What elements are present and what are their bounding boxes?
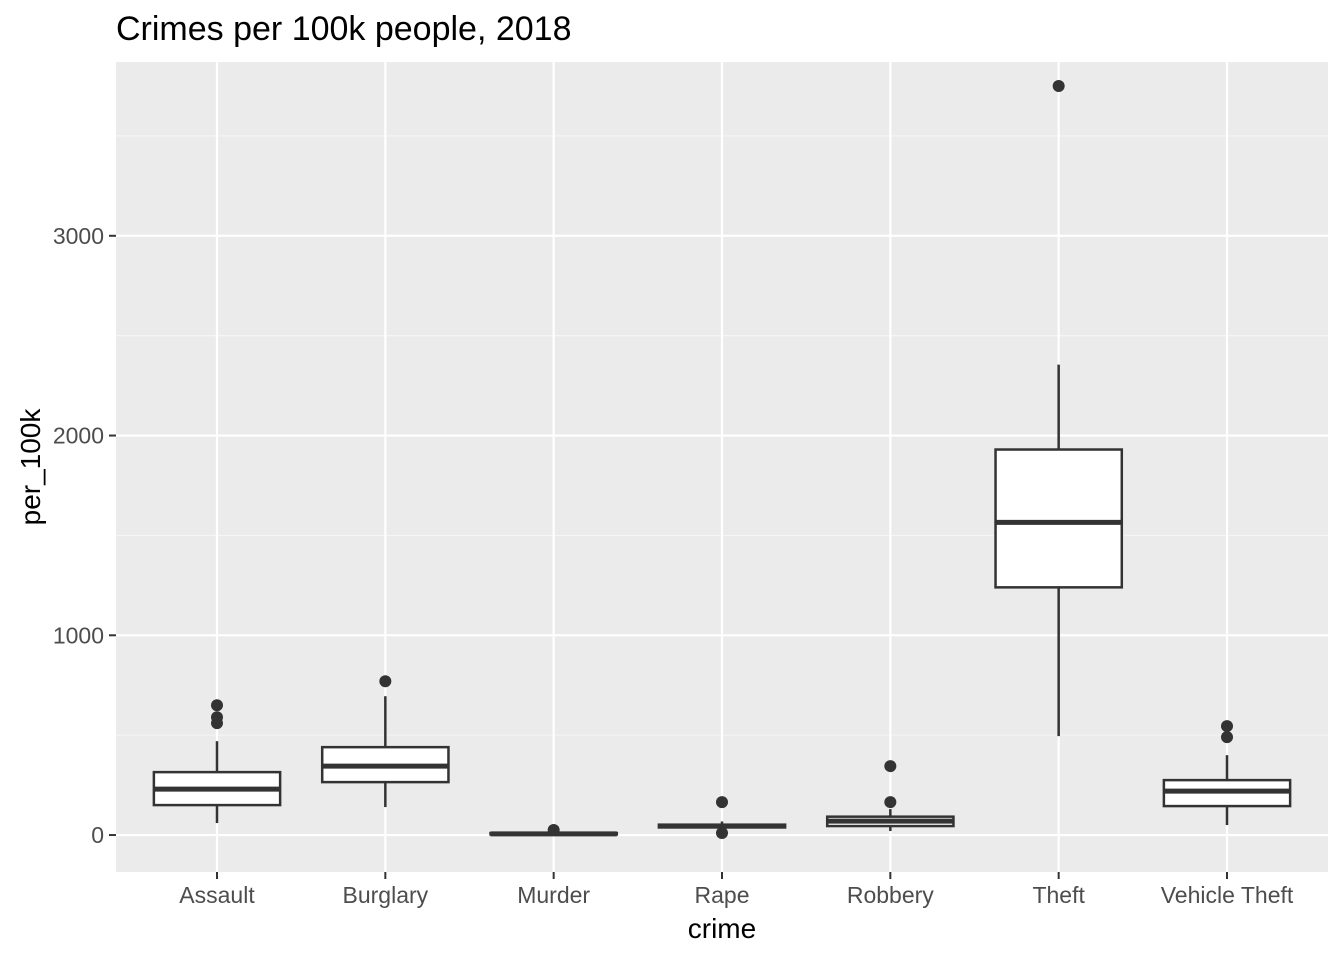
outlier-point [884,760,897,773]
box-group [152,699,282,824]
x-tick-label: Rape [695,882,750,908]
box-group [1162,720,1292,826]
x-axis: Assault Burglary Murder Rape Robbery Theft Veh… [179,872,1294,908]
box-group [489,824,619,837]
outlier-point [211,711,223,724]
outlier-point [716,796,728,809]
y-tick-label: 3000 [53,223,104,249]
box-group [657,796,787,840]
y-tick-label: 1000 [53,622,104,648]
outlier-point [1052,79,1065,92]
outlier-point [1221,720,1233,733]
outlier-point [211,699,223,712]
outlier-point [884,796,897,809]
chart-title: Crimes per 100k people, 2018 [116,10,572,48]
box-group [994,79,1124,737]
box-group [825,760,955,832]
outlier-point [716,827,728,840]
x-tick-label: Theft [1032,882,1085,908]
y-tick-label: 2000 [53,423,104,449]
y-axis: 0 1000 2000 3000 [53,223,116,848]
x-tick-label: Murder [517,882,590,908]
y-tick-label: 0 [91,822,104,848]
x-tick-label: Vehicle Theft [1161,882,1294,908]
y-axis-title: per_100k [15,408,46,526]
box-group [320,675,450,808]
outlier-point [547,824,560,837]
boxes-layer [152,79,1292,840]
box [994,448,1124,589]
x-tick-label: Burglary [343,882,429,908]
x-tick-label: Assault [179,882,255,908]
outlier-point [1221,731,1233,744]
outlier-point [379,675,392,688]
x-tick-label: Robbery [847,882,934,908]
x-axis-title: crime [688,913,756,944]
